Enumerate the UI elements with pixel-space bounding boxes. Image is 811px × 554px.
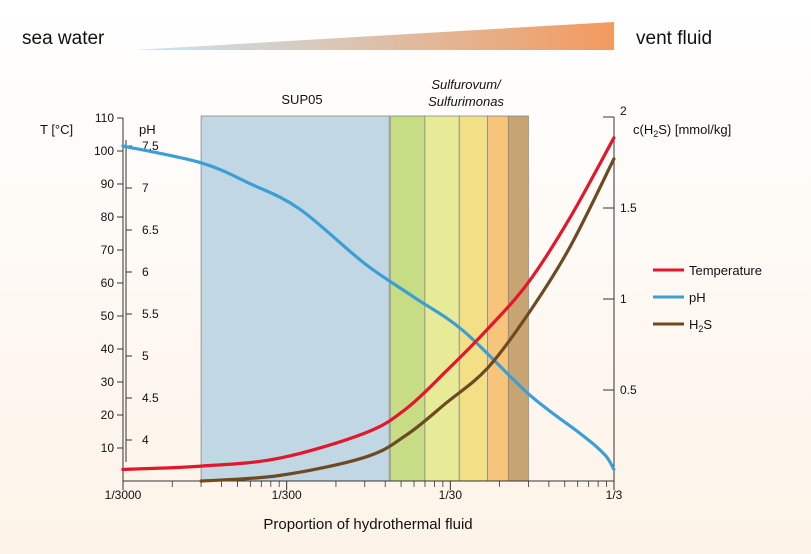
temperature-tick-label: 30 bbox=[101, 375, 115, 389]
x-tick-label: 1/3 bbox=[606, 488, 623, 502]
legend-label-ph: pH bbox=[689, 290, 706, 305]
legend-label-h2s-sub: 2 bbox=[698, 324, 703, 334]
legend-label-h2s-rest: S bbox=[703, 317, 712, 332]
ph-tick-label: 5.5 bbox=[142, 307, 159, 321]
x-axis-label: Proportion of hydrothermal fluid bbox=[263, 516, 472, 533]
h2s-axis-label-rest: S) [mmol/kg] bbox=[658, 122, 731, 137]
legend-label-h2s: H2S bbox=[689, 317, 712, 334]
temperature-axis-label: T [°C] bbox=[40, 122, 73, 137]
ph-tick-label: 5 bbox=[142, 349, 149, 363]
ph-axis-label: pH bbox=[139, 122, 156, 137]
ph-tick-label: 7 bbox=[142, 181, 149, 195]
region-band-5 bbox=[487, 115, 509, 482]
region-label-sulfurovum: Sulfurovum/ bbox=[431, 77, 502, 92]
temperature-curve bbox=[121, 136, 616, 471]
region-band-0 bbox=[200, 115, 390, 482]
x-tick-label: 1/30 bbox=[439, 488, 463, 502]
h2s-tick-label: 1.5 bbox=[620, 201, 637, 215]
region-band-4 bbox=[458, 115, 488, 482]
ph-tick-label: 6 bbox=[142, 265, 149, 279]
h2s-axis-label: c(H2S) [mmol/kg] bbox=[633, 122, 731, 139]
ph-tick-label: 4 bbox=[142, 433, 149, 447]
h2s-tick-label: 1 bbox=[620, 292, 627, 306]
h2s-axis-label-main: c(H bbox=[633, 122, 653, 137]
temperature-tick-label: 70 bbox=[101, 243, 115, 257]
temperature-tick-label: 50 bbox=[101, 309, 115, 323]
region-label-sulfurimonas: Sulfurimonas bbox=[428, 94, 504, 109]
h2s-tick-label: 2 bbox=[620, 104, 627, 118]
x-tick-label: 1/300 bbox=[272, 488, 302, 502]
sea-water-label: sea water bbox=[22, 28, 105, 49]
region-label-sup05: SUP05 bbox=[281, 92, 322, 107]
temperature-tick-label: 90 bbox=[101, 177, 115, 191]
temperature-tick-label: 110 bbox=[95, 111, 114, 125]
legend: Temperature pH H2S bbox=[653, 263, 762, 334]
legend-label-temperature: Temperature bbox=[689, 263, 762, 278]
temperature-tick-label: 100 bbox=[94, 144, 114, 158]
x-tick-label: 1/3000 bbox=[105, 488, 142, 502]
legend-label-h2s-main: H bbox=[689, 317, 698, 332]
mixing-gradient-wedge bbox=[134, 22, 614, 50]
temperature-tick-label: 20 bbox=[101, 408, 115, 422]
ph-tick-label: 4.5 bbox=[142, 391, 159, 405]
temperature-tick-label: 80 bbox=[101, 210, 115, 224]
region-band-2 bbox=[389, 115, 426, 482]
vent-fluid-label: vent fluid bbox=[636, 28, 712, 49]
h2s-tick-label: 0.5 bbox=[620, 383, 637, 397]
h2s-axis-label-sub: 2 bbox=[653, 129, 658, 139]
temperature-tick-label: 60 bbox=[101, 276, 115, 290]
ph-tick-label: 6.5 bbox=[142, 223, 159, 237]
region-band-6 bbox=[507, 115, 529, 482]
region-band-3 bbox=[424, 115, 460, 482]
temperature-tick-label: 40 bbox=[101, 342, 115, 356]
temperature-tick-label: 10 bbox=[101, 441, 115, 455]
h2s-curve bbox=[199, 157, 616, 483]
ph-curve bbox=[121, 144, 616, 471]
